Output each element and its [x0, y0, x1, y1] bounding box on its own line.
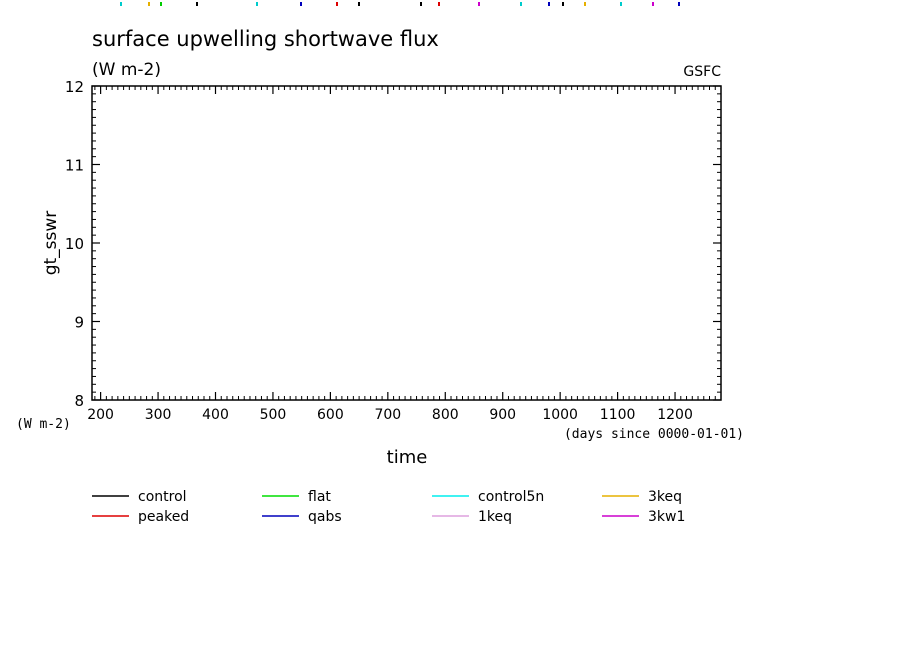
legend-label-1keq: 1keq: [478, 509, 512, 525]
x-tick-label: 1200: [657, 407, 693, 423]
y-axis-ticks: [92, 85, 721, 401]
top-speck: [420, 2, 422, 6]
x-tick-label: 1000: [542, 407, 578, 423]
legend-label-flat: flat: [308, 489, 331, 505]
top-speck: [520, 2, 522, 6]
legend-label-control5n: control5n: [478, 489, 544, 505]
x-tick-label: 300: [145, 407, 172, 423]
y-axis-label: gt_sswr: [41, 211, 61, 276]
y-tick-label: 11: [65, 157, 84, 175]
x-axis-label: time: [387, 447, 428, 468]
chart-title: surface upwelling shortwave flux: [92, 27, 439, 51]
y-tick-label: 8: [74, 392, 84, 410]
x-tick-label: 500: [260, 407, 287, 423]
top-speck: [160, 2, 162, 6]
plot-area: [91, 85, 722, 401]
legend-label-control: control: [138, 489, 187, 505]
y-axis-units: (W m-2): [16, 417, 71, 432]
top-speck: [336, 2, 338, 6]
legend-label-peaked: peaked: [138, 509, 189, 525]
top-speck: [300, 2, 302, 6]
top-speck: [678, 2, 680, 6]
x-axis-ticks: [94, 86, 716, 400]
y-axis-tick-labels: 8 9 10 11 12: [65, 78, 84, 410]
legend-label-3keq: 3keq: [648, 489, 682, 505]
top-speck: [438, 2, 440, 6]
top-speck: [478, 2, 480, 6]
chart-subtitle: (W m-2): [92, 60, 161, 80]
legend-label-qabs: qabs: [308, 509, 342, 525]
y-tick-label: 10: [65, 235, 84, 253]
x-tick-label: 400: [202, 407, 229, 423]
x-tick-label: 900: [489, 407, 516, 423]
top-speck: [256, 2, 258, 6]
top-speck: [548, 2, 550, 6]
top-speck: [358, 2, 360, 6]
top-edge-specks: [120, 2, 680, 6]
x-tick-label: 1100: [600, 407, 636, 423]
x-tick-label: 700: [374, 407, 401, 423]
y-tick-label: 12: [65, 78, 84, 96]
x-tick-label: 200: [87, 407, 114, 423]
x-tick-label: 600: [317, 407, 344, 423]
source-label: GSFC: [683, 64, 721, 80]
top-speck: [584, 2, 586, 6]
legend: control flat control5n 3keq peaked qabs 1keq 3k…: [92, 489, 685, 525]
top-speck: [652, 2, 654, 6]
top-speck: [120, 2, 122, 6]
top-speck: [196, 2, 198, 6]
top-speck: [620, 2, 622, 6]
x-axis-tick-labels: 200 300 400 500 600 700 800 900 1000 1100 1200: [87, 407, 693, 423]
top-speck: [148, 2, 150, 6]
top-speck: [562, 2, 564, 6]
x-tick-label: 800: [432, 407, 459, 423]
legend-label-3kw1: 3kw1: [648, 509, 685, 525]
y-tick-label: 9: [74, 314, 84, 332]
x-axis-units: (days since 0000-01-01): [564, 427, 744, 442]
